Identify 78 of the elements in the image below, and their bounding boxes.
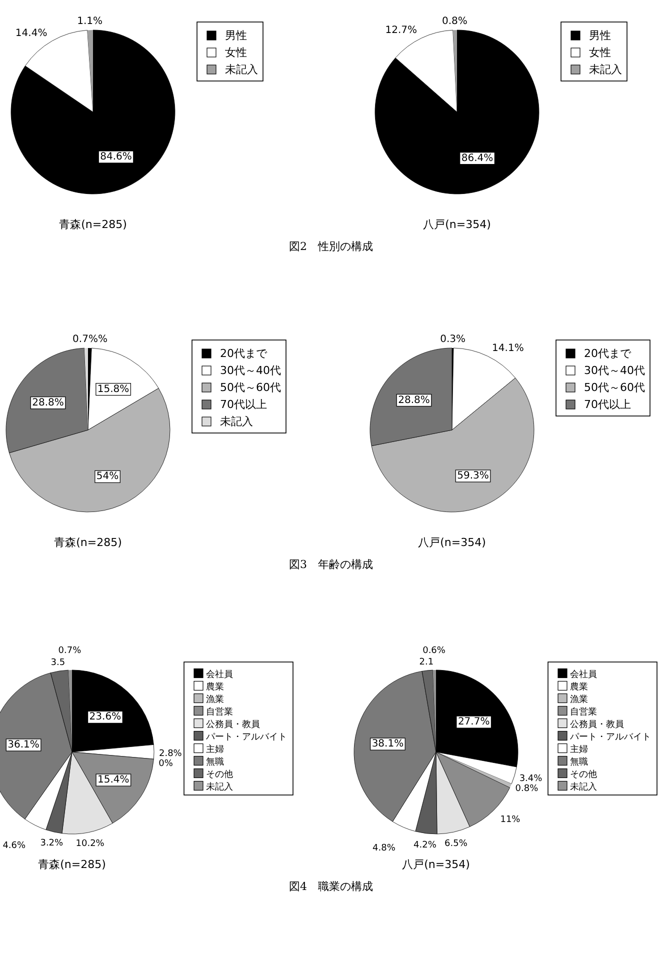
legend-label: 30代～40代 [584,364,645,377]
data-label: 28.8% [398,394,430,406]
data-label: 36.1% [8,739,40,750]
data-label: 0.6% [422,646,446,656]
data-label: 15.8% [97,384,130,395]
data-label: 3.4% [519,774,543,784]
legend-label: 自営業 [570,706,597,718]
data-label: 27.7% [458,716,490,728]
legend-label: 20代まで [220,347,268,360]
data-label: 15.4% [98,774,130,786]
data-label: 23.6% [89,712,122,723]
legend-label: 男性 [225,29,247,42]
legend-label: 未記入 [220,415,253,428]
legend-label: 未記入 [570,781,597,792]
data-label: 3.5 [50,658,66,668]
legend-label: パート・アルバイト [205,732,287,742]
text: 青森(n=285) [54,536,122,549]
legend-label: 農業 [570,681,588,692]
legend-label: 50代～60代 [584,381,645,394]
text: 八戸(n=354) [423,218,491,231]
data-label: 11% [500,814,521,825]
data-label: 0.7% [58,646,82,656]
data-label: 59.3% [457,470,489,482]
data-label: 6.5% [444,838,468,849]
legend-label: 公務員・教員 [206,718,260,730]
caption: 図3 年齢の構成 [289,558,373,571]
caption: 図2 性別の構成 [289,240,373,253]
data-label: 2.1 [419,658,434,668]
legend-label: 70代以上 [220,398,267,411]
legend-label: 無職 [570,756,588,768]
text: 青森(n=285) [38,858,106,871]
data-label: 14.4% [15,28,48,40]
caption: 図4 職業の構成 [289,880,373,893]
legend-label: 主婦 [206,744,224,755]
data-label: 28.8% [32,397,64,408]
legend-label: 無職 [206,756,224,768]
data-label: 12.7% [385,25,418,36]
text: 八戸(n=354) [418,536,486,549]
data-label: 1.1% [77,16,103,28]
legend-label: 男性 [589,29,611,42]
legend-label: 公務員・教員 [570,718,624,730]
data-label: 38.1% [372,738,404,750]
legend-label: 会社員 [570,668,597,680]
legend-label: 農業 [206,681,224,692]
data-label: 4.2% [414,840,437,850]
legend-label: 50代～60代 [220,381,281,394]
legend-label: 漁業 [570,694,588,705]
data-label: 84.6% [100,151,132,162]
legend-label: 女性 [225,46,247,59]
legend-label: 会社員 [206,668,233,680]
data-label: 0.3% [440,334,466,346]
text: 八戸(n=354) [402,858,470,871]
legend-label: パート・アルバイト [569,732,651,742]
legend-label: 漁業 [206,694,224,705]
legend-label: 30代～40代 [220,364,281,377]
legend-label: 自営業 [206,706,233,718]
legend-label: 70代以上 [584,398,631,411]
text: 0% [158,758,173,769]
legend-label: 女性 [589,46,611,59]
legend-label: 20代まで [584,347,632,360]
data-label: 54% [96,471,119,482]
data-label: 0.7%% [72,334,108,346]
data-label: 2.8% [159,748,182,759]
data-label: 0.8% [442,16,468,28]
data-label: 0.8% [515,784,539,794]
legend-label: 未記入 [589,63,622,76]
data-label: 10.2% [76,839,105,850]
legend-label: 未記入 [225,63,258,76]
legend-label: 未記入 [206,781,233,792]
data-label: 4.8% [372,844,396,854]
data-label: 86.4% [461,152,494,164]
data-label: 3.2% [40,838,64,849]
legend-label: その他 [570,768,597,780]
data-label: 14.1% [492,343,524,354]
legend-label: 主婦 [570,744,588,755]
data-label: 4.6% [2,840,26,851]
text: 青森(n=285) [59,218,127,231]
legend-label: その他 [206,768,233,780]
